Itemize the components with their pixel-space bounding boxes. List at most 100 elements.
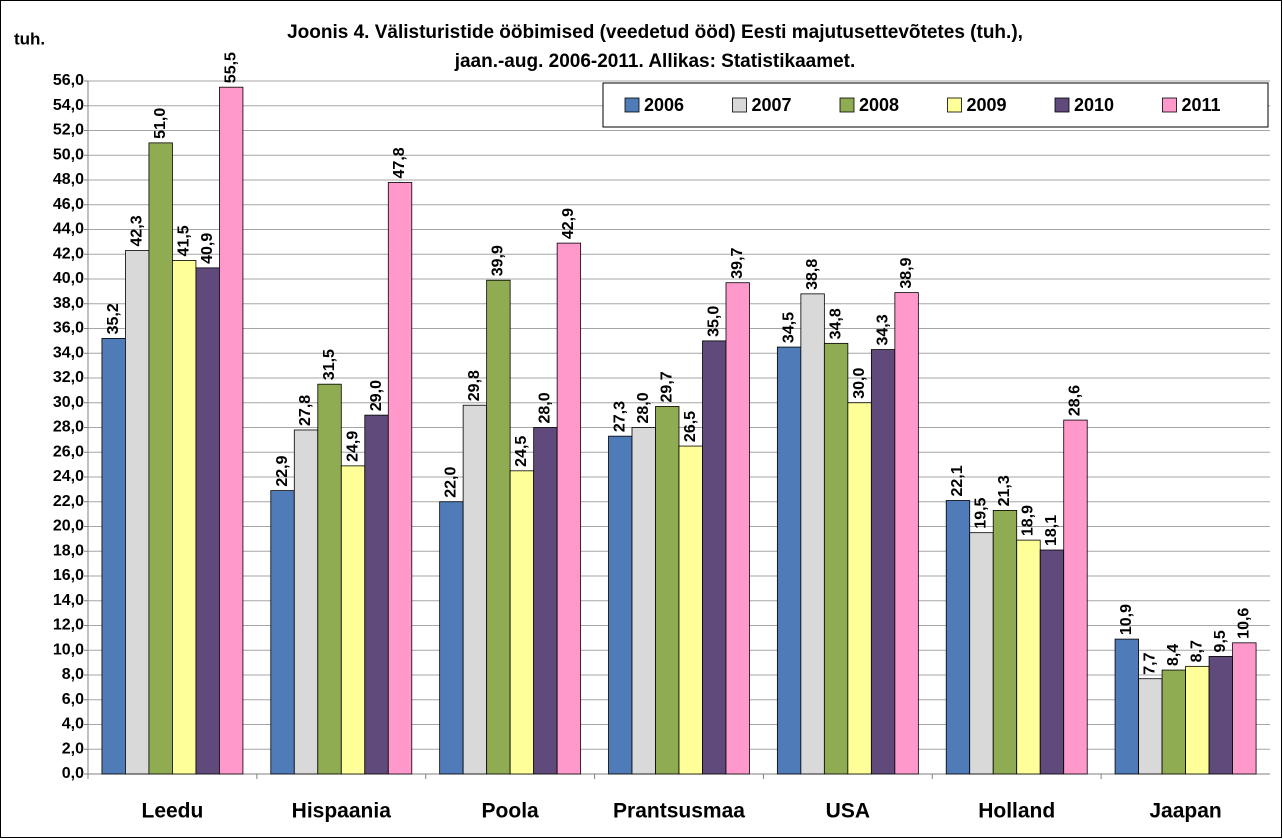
value-label: 21,3: [996, 475, 1013, 506]
y-tick-label: 26,0: [53, 443, 84, 460]
value-label: 22,0: [443, 467, 460, 498]
bar: [172, 260, 197, 775]
bar: [1063, 419, 1088, 775]
value-label: 19,5: [973, 497, 990, 528]
x-tick-label: USA: [826, 800, 870, 823]
value-label: 42,3: [128, 215, 145, 246]
value-label: 38,8: [804, 259, 821, 290]
y-tick-label: 12,0: [53, 617, 84, 634]
legend-swatch: [839, 97, 855, 113]
y-tick-label: 36,0: [53, 320, 84, 337]
legend-label: 2006: [644, 95, 684, 115]
value-label: 29,7: [658, 371, 675, 402]
bar: [387, 182, 413, 775]
value-label: 24,9: [344, 431, 361, 462]
y-tick-label: 34,0: [53, 344, 84, 361]
y-tick-label: 4,0: [62, 716, 84, 733]
bar: [148, 142, 173, 775]
value-label: 7,7: [1142, 652, 1159, 674]
bar: [1232, 642, 1257, 775]
value-label: 39,9: [490, 245, 507, 276]
legend-label: 2008: [859, 95, 899, 115]
value-label: 29,0: [368, 380, 385, 411]
x-tick-label: Leedu: [142, 800, 204, 823]
bar: [1208, 656, 1233, 775]
bar: [1016, 539, 1041, 775]
y-tick-label: 16,0: [53, 567, 84, 584]
x-tick-label: Hispaania: [292, 800, 392, 823]
value-label: 22,1: [949, 465, 966, 496]
y-tick-label: 32,0: [53, 369, 84, 386]
value-label: 30,0: [851, 368, 868, 399]
bar: [219, 86, 244, 775]
bar: [678, 445, 703, 775]
value-label: 24,5: [513, 436, 530, 467]
y-tick-label: 48,0: [53, 171, 84, 188]
value-label: 41,5: [175, 225, 192, 256]
bar: [608, 435, 633, 775]
value-label: 18,1: [1043, 515, 1060, 546]
value-label: 31,5: [321, 349, 338, 380]
bar: [725, 282, 750, 775]
bar: [439, 501, 464, 775]
bar: [101, 337, 126, 775]
value-label: 8,4: [1165, 644, 1182, 666]
y-tick-label: 54,0: [53, 97, 84, 114]
value-label: 34,5: [780, 312, 797, 343]
y-tick-label: 44,0: [53, 221, 84, 238]
bar: [556, 242, 582, 775]
y-tick-label: 30,0: [53, 394, 84, 411]
bar: [1161, 669, 1186, 775]
bar: [870, 349, 896, 775]
value-label: 27,8: [297, 395, 314, 426]
value-label: 28,6: [1067, 385, 1084, 416]
legend-box: [602, 82, 1269, 128]
y-tick-label: 56,0: [53, 72, 84, 89]
chart-title: Joonis 4. Välisturistide ööbimised (veed…: [287, 22, 1023, 43]
bar: [462, 404, 488, 775]
bar: [776, 346, 802, 775]
value-label: 10,9: [1118, 604, 1135, 635]
y-tick-label: 22,0: [53, 493, 84, 510]
value-label: 47,8: [391, 147, 408, 178]
x-tick-label: Jaapan: [1149, 800, 1221, 823]
y-tick-label: 52,0: [53, 122, 84, 139]
value-label: 35,0: [705, 306, 722, 337]
value-label: 35,2: [105, 303, 122, 334]
y-tick-label: 28,0: [53, 419, 84, 436]
y-tick-label: 6,0: [62, 691, 84, 708]
y-tick-label: 10,0: [53, 641, 84, 658]
y-tick-label: 38,0: [53, 295, 84, 312]
bar: [945, 500, 971, 775]
value-label: 28,0: [537, 392, 554, 423]
value-label: 9,5: [1212, 630, 1229, 652]
y-tick-label: 42,0: [53, 245, 84, 262]
value-label: 8,7: [1189, 640, 1206, 662]
bar: [509, 470, 535, 775]
bar: [823, 342, 849, 775]
value-label: 40,9: [199, 233, 216, 264]
bar: [1138, 678, 1163, 775]
legend-swatch: [1162, 97, 1177, 113]
bar: [1039, 549, 1065, 775]
value-label: 22,9: [274, 455, 291, 486]
y-tick-label: 2,0: [62, 740, 84, 757]
y-tick-label: 50,0: [53, 146, 84, 163]
x-tick-label: Holland: [978, 800, 1055, 823]
bar: [195, 267, 220, 775]
bar: [317, 383, 342, 775]
value-label: 26,5: [682, 411, 699, 442]
y-axis-label: tuh.: [14, 29, 45, 48]
y-tick-label: 0,0: [62, 765, 84, 782]
legend-swatch: [732, 97, 747, 113]
legend-label: 2010: [1074, 95, 1114, 115]
y-tick-label: 18,0: [53, 542, 84, 559]
chart-subtitle: jaan.-aug. 2006-2011. Allikas: Statistik…: [454, 51, 856, 72]
y-tick-label: 14,0: [53, 592, 84, 609]
value-label: 42,9: [560, 208, 577, 239]
bar: [800, 293, 825, 775]
legend-label: 2011: [1182, 95, 1221, 115]
bar: [969, 532, 994, 775]
value-label: 10,6: [1236, 608, 1253, 639]
